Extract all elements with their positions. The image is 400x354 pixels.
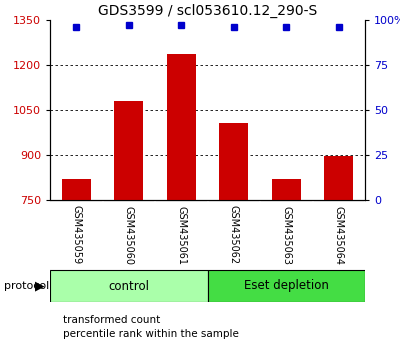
Text: Eset depletion: Eset depletion	[244, 280, 329, 292]
Bar	[114, 101, 143, 200]
Text: control: control	[108, 280, 149, 292]
Bar	[167, 55, 196, 200]
Text: transformed count: transformed count	[63, 315, 160, 325]
Text: ▶: ▶	[35, 280, 45, 292]
Bar	[50, 270, 208, 302]
Bar	[324, 156, 353, 200]
Title: GDS3599 / scl053610.12_290-S: GDS3599 / scl053610.12_290-S	[98, 4, 317, 18]
Text: percentile rank within the sample: percentile rank within the sample	[63, 329, 239, 339]
Text: GSM435064: GSM435064	[334, 206, 344, 264]
Text: protocol: protocol	[4, 281, 49, 291]
Text: GSM435063: GSM435063	[281, 206, 291, 264]
Text: GSM435059: GSM435059	[71, 205, 81, 264]
Text: GSM435062: GSM435062	[229, 205, 239, 264]
Text: GSM435061: GSM435061	[176, 206, 186, 264]
Bar	[62, 179, 91, 200]
Bar	[208, 270, 365, 302]
Bar	[219, 124, 248, 200]
Bar	[272, 179, 301, 200]
Text: GSM435060: GSM435060	[124, 206, 134, 264]
